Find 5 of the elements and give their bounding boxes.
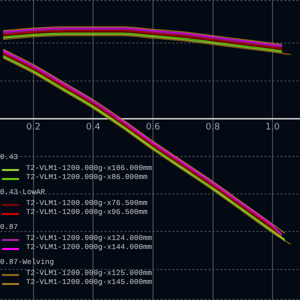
x-tick-label: 1.0 bbox=[265, 122, 280, 132]
x-tick-label: 0.2 bbox=[26, 122, 41, 132]
x-tick-label: 0.6 bbox=[146, 122, 160, 132]
x-tick-label: 0.8 bbox=[206, 122, 220, 132]
x-tick-label: 0.4 bbox=[86, 122, 101, 132]
